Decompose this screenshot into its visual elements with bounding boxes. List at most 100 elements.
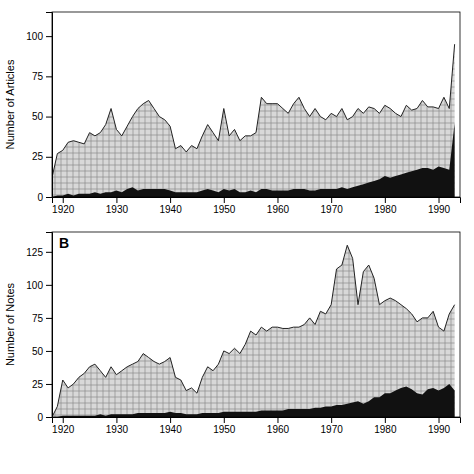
line (52, 44, 455, 178)
tick-label: 1940 (159, 204, 182, 215)
tick-label: 1980 (374, 204, 397, 215)
axis-domain (53, 418, 461, 424)
tick-label: 1960 (267, 204, 290, 215)
x-axis: 1920 1930 1940 1950 1960 1970 1980 1990 (52, 417, 460, 435)
y-tick: 25 (32, 151, 52, 162)
tick-mark (277, 197, 278, 203)
tick-mark (46, 157, 52, 158)
tick-mark (385, 417, 386, 423)
y-tick: 0 (37, 192, 52, 203)
panel: 1920 1930 1940 1950 1960 1970 1980 1990 0 25 50 75 1… (4, 232, 461, 435)
tick-mark (439, 197, 440, 203)
tick-label: 125 (26, 247, 43, 258)
x-tick: 1990 (428, 197, 451, 215)
tick-mark (331, 417, 332, 423)
x-tick: 1980 (374, 197, 397, 215)
marks (52, 44, 455, 197)
tick-label: 0 (37, 412, 43, 423)
x-tick: 1950 (213, 197, 236, 215)
y-tick: 100 (26, 31, 52, 42)
tick-mark (63, 417, 64, 423)
tick-label: 1970 (321, 204, 344, 215)
y-tick: 125 (26, 247, 52, 258)
annotation: B (59, 235, 69, 251)
tick-mark (46, 76, 52, 77)
tick-label: 1970 (321, 424, 344, 435)
tick-mark (385, 197, 386, 203)
x-tick: 1920 (52, 417, 75, 435)
tick-label: 50 (32, 346, 44, 357)
area (52, 384, 455, 417)
tick-label: 1920 (52, 424, 75, 435)
axis-title: Number of Notes (4, 282, 16, 366)
tick-mark (46, 117, 52, 118)
tick-mark (46, 285, 52, 286)
tick-mark (116, 417, 117, 423)
y-tick: 75 (32, 71, 52, 82)
tick-label: 50 (32, 111, 44, 122)
tick-label: 1930 (106, 424, 129, 435)
tick-mark (46, 351, 52, 352)
tick-mark (116, 197, 117, 203)
x-tick: 1940 (159, 417, 182, 435)
area (52, 245, 455, 417)
axis-domain (46, 233, 53, 418)
x-tick: 1980 (374, 417, 397, 435)
tick-label: 100 (26, 280, 43, 291)
y-tick: 0 (37, 412, 52, 423)
tick-label: 25 (32, 151, 44, 162)
tick-label: 1920 (52, 204, 75, 215)
y-tick: 50 (32, 346, 52, 357)
tick-label: 25 (32, 379, 44, 390)
axis-title: Number of Articles (4, 59, 16, 149)
tick-label: 1980 (374, 424, 397, 435)
tick-mark (63, 197, 64, 203)
y-tick: 100 (26, 280, 52, 291)
tick-label: 0 (37, 192, 43, 203)
tick-mark (46, 252, 52, 253)
tick-mark (224, 417, 225, 423)
tick-mark (46, 417, 52, 418)
y-tick: 50 (32, 111, 52, 122)
tick-label: 1960 (267, 424, 290, 435)
y-axis: 0 25 50 75 100 (26, 13, 52, 203)
tick-mark (277, 417, 278, 423)
y-axis: 0 25 50 75 100 125 (26, 233, 52, 423)
y-tick: 25 (32, 379, 52, 390)
x-tick: 1990 (428, 417, 451, 435)
panel: 1920 1930 1940 1950 1960 1970 1980 1990 0 25 50 75 1… (4, 12, 461, 215)
tick-label: 100 (26, 31, 43, 42)
x-tick: 1940 (159, 197, 182, 215)
y-tick: 75 (32, 313, 52, 324)
x-tick: 1920 (52, 197, 75, 215)
x-tick: 1960 (267, 417, 290, 435)
x-tick: 1950 (213, 417, 236, 435)
x-tick: 1970 (321, 417, 344, 435)
x-tick: 1970 (321, 197, 344, 215)
plot-frame (52, 12, 460, 197)
axis-domain (53, 198, 461, 204)
x-tick: 1930 (106, 417, 129, 435)
tick-label: 1990 (428, 204, 451, 215)
area (52, 44, 455, 197)
x-tick: 1930 (106, 197, 129, 215)
tick-label: 75 (32, 313, 44, 324)
marks (52, 245, 455, 417)
tick-label: 1950 (213, 424, 236, 435)
tick-mark (224, 197, 225, 203)
x-tick: 1960 (267, 197, 290, 215)
chart-svg: 1920193019401950196019701980199002550751… (0, 0, 474, 474)
tick-mark (170, 417, 171, 423)
tick-mark (439, 417, 440, 423)
tick-label: 1930 (106, 204, 129, 215)
line (52, 245, 455, 417)
tick-mark (46, 197, 52, 198)
tick-label: 75 (32, 71, 44, 82)
tick-mark (331, 197, 332, 203)
tick-label: 1950 (213, 204, 236, 215)
tick-label: 1940 (159, 424, 182, 435)
tick-mark (170, 197, 171, 203)
axis-domain (46, 13, 53, 198)
plot-frame (52, 232, 460, 417)
tick-label: 1990 (428, 424, 451, 435)
